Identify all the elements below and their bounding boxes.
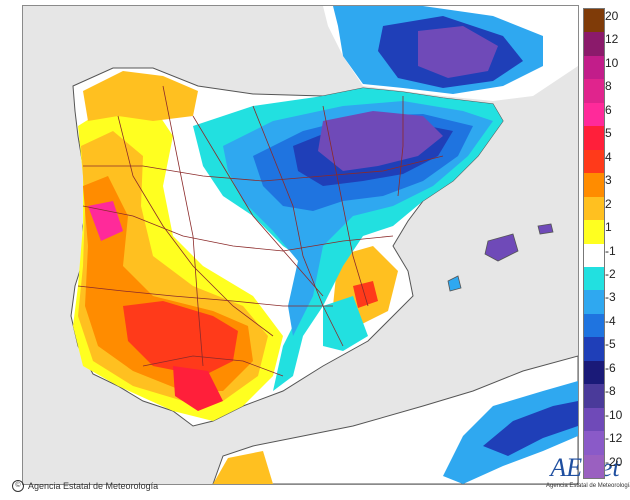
legend-label: -2 <box>605 266 616 281</box>
legend-swatch <box>584 313 604 338</box>
legend-swatch <box>584 9 604 33</box>
aemet-logo-subtitle: Agencia Estatal de Meteorología <box>546 483 630 489</box>
legend-label: 10 <box>605 55 619 70</box>
legend-swatch <box>584 337 604 362</box>
cold-france-extreme <box>418 26 498 78</box>
legend-swatch <box>584 407 604 432</box>
legend-swatch <box>584 266 604 291</box>
legend-label: -12 <box>605 431 623 446</box>
africa-cold-core <box>483 401 578 456</box>
legend-swatch <box>584 55 604 80</box>
hot-murcia <box>353 281 378 308</box>
mallorca <box>484 233 519 262</box>
legend-label: 6 <box>605 102 612 117</box>
color-legend <box>583 8 605 479</box>
legend-label: 12 <box>605 32 619 47</box>
legend-swatch <box>584 431 604 456</box>
legend-label: -1 <box>605 243 616 258</box>
province-borders <box>77 85 444 377</box>
credit-text: Agencia Estatal de Meteorología <box>28 481 159 491</box>
legend-swatch <box>584 384 604 409</box>
legend-label: -10 <box>605 407 623 422</box>
legend-swatch <box>584 173 604 198</box>
legend-label: -20 <box>605 454 623 469</box>
map-canvas <box>70 6 578 484</box>
legend-label: -5 <box>605 337 616 352</box>
ibiza <box>447 275 462 292</box>
copyright-icon: © <box>12 480 24 492</box>
temperature-anomaly-map <box>22 5 579 485</box>
warm-north <box>83 71 198 121</box>
legend-label: 4 <box>605 149 612 164</box>
legend-label: 20 <box>605 9 619 23</box>
legend-label: -8 <box>605 384 616 399</box>
cold-extreme <box>318 111 443 171</box>
credit-line: © Agencia Estatal de Meteorología <box>12 480 158 492</box>
legend-label: -6 <box>605 360 616 375</box>
hot-portugal <box>88 201 123 241</box>
legend-label: 8 <box>605 79 612 94</box>
legend-swatch <box>584 126 604 151</box>
legend-label: 1 <box>605 220 612 235</box>
hot-andalusia <box>173 366 223 411</box>
legend-label: -3 <box>605 290 616 305</box>
menorca <box>537 223 554 235</box>
legend-swatch <box>584 243 604 268</box>
legend-swatch <box>584 102 604 127</box>
legend-label: 2 <box>605 196 612 211</box>
legend-swatch <box>584 454 604 479</box>
legend-label: 5 <box>605 126 612 141</box>
legend-swatch <box>584 32 604 57</box>
legend-swatch <box>584 196 604 221</box>
cold-valencia <box>323 296 368 351</box>
legend-swatch <box>584 220 604 244</box>
legend-swatch <box>584 149 604 174</box>
legend-label: -4 <box>605 313 616 328</box>
legend-swatch <box>584 79 604 104</box>
legend-swatch <box>584 360 604 385</box>
legend-label: 3 <box>605 173 612 188</box>
africa-warm <box>213 451 273 484</box>
legend-swatch <box>584 290 604 315</box>
